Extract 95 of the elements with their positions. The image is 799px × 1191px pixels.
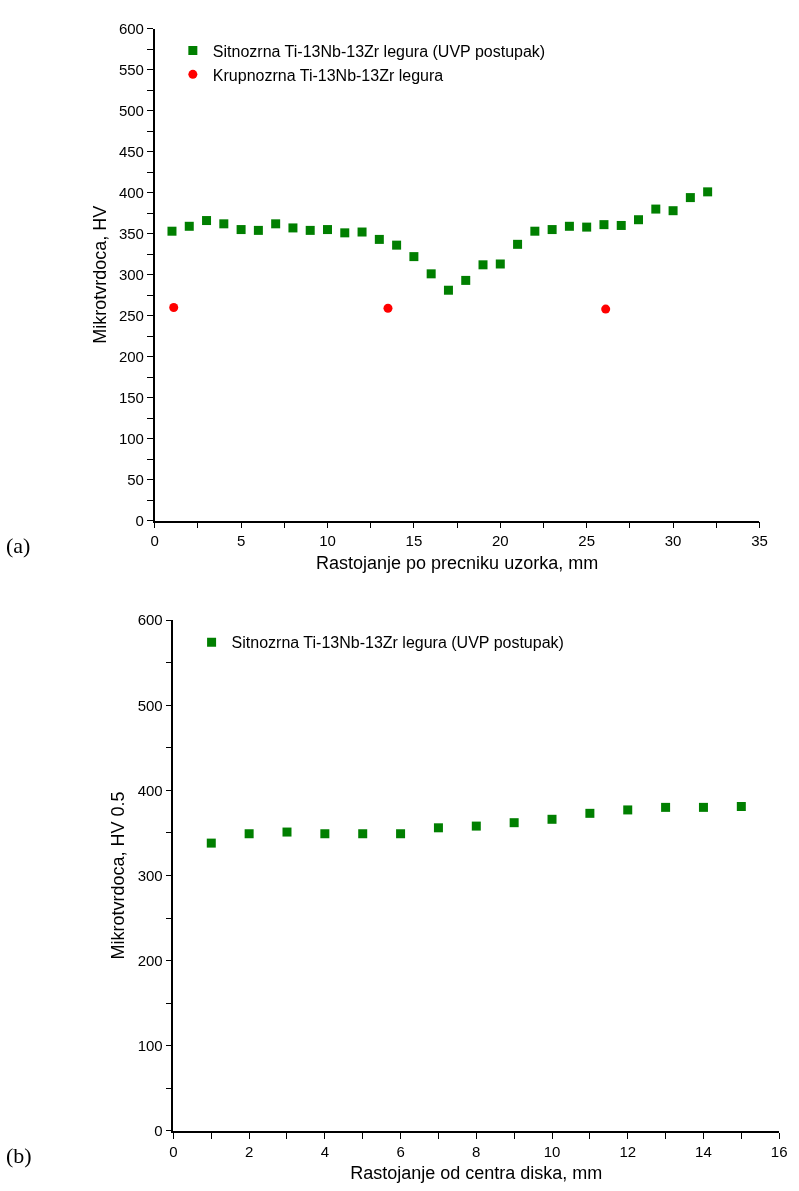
y-tick-label: 100 [137, 1036, 163, 1054]
text: (a) [6, 533, 31, 558]
point [634, 215, 644, 225]
point [396, 829, 406, 839]
y-tick-label: 150 [118, 388, 144, 406]
point [219, 219, 229, 229]
y-tick-label: 450 [118, 142, 144, 160]
x-tick-label: 2 [244, 1142, 254, 1160]
point [623, 805, 633, 815]
point [253, 225, 263, 235]
point [426, 269, 436, 279]
point [305, 225, 315, 235]
point [736, 802, 746, 812]
x-tick-label: 14 [695, 1142, 712, 1160]
x-tick-label: 15 [405, 532, 423, 550]
point [206, 838, 216, 848]
point [167, 226, 177, 236]
x-tick-label: 30 [664, 532, 682, 550]
point [685, 193, 695, 203]
x-tick-label: 0 [169, 1142, 178, 1160]
y-tick-label: 200 [118, 347, 144, 365]
point [564, 221, 574, 231]
point [288, 223, 298, 233]
point [443, 285, 453, 295]
x-tick-label: 4 [320, 1142, 330, 1160]
x-tick-label: 10 [319, 532, 336, 550]
point [340, 228, 350, 238]
point [703, 187, 713, 197]
point [547, 225, 557, 235]
y-axis-title: Mikrotvrdoca, HV 0.5 [108, 791, 129, 960]
point [392, 240, 402, 250]
y-tick-label: 0 [135, 511, 144, 529]
point [495, 259, 505, 269]
x-tick-label: 8 [472, 1142, 481, 1160]
point [651, 204, 661, 214]
point [513, 239, 523, 249]
point [582, 222, 592, 232]
point [409, 252, 419, 262]
point [478, 260, 488, 270]
x-tick-label: 10 [543, 1142, 561, 1160]
y-tick-label: 400 [137, 781, 163, 799]
point [202, 216, 212, 226]
y-tick-label: 500 [118, 101, 144, 119]
y-tick-label: 500 [137, 696, 163, 714]
y-tick-label: 300 [137, 866, 163, 884]
point [461, 275, 471, 285]
point [698, 802, 708, 812]
point [433, 823, 443, 833]
point [530, 226, 540, 236]
x-axis-title: Rastojanje po precniku uzorka, mm [316, 552, 599, 573]
y-tick-label: 600 [137, 611, 163, 629]
x-tick-label: 12 [619, 1142, 637, 1160]
y-tick-label: 50 [127, 470, 144, 488]
point [601, 304, 611, 314]
y-tick-label: 400 [118, 183, 144, 201]
point [358, 829, 368, 839]
point [471, 821, 481, 831]
point [282, 827, 292, 837]
x-tick-label: 20 [491, 532, 509, 550]
y-axis-title: Mikrotvrdoca, HV [89, 205, 110, 344]
y-tick-label: 550 [118, 60, 144, 78]
x-tick-label: 6 [396, 1142, 405, 1160]
point [320, 829, 330, 839]
x-tick-label: 35 [751, 532, 768, 550]
y-tick-label: 350 [118, 224, 144, 242]
point [668, 206, 678, 216]
point [599, 220, 609, 230]
y-tick-label: 300 [118, 265, 144, 283]
point [184, 221, 194, 231]
point [509, 818, 519, 828]
text: (b) [6, 1143, 32, 1168]
y-tick-label: 600 [118, 19, 144, 37]
point [661, 802, 671, 812]
x-tick-label: 25 [578, 532, 596, 550]
point [271, 219, 281, 229]
x-axis-title: Rastojanje od centra diska, mm [350, 1163, 603, 1184]
point [547, 814, 557, 824]
x-tick-label: 5 [236, 532, 246, 550]
point [585, 808, 595, 818]
y-tick-label: 250 [118, 306, 144, 324]
y-tick-label: 100 [118, 429, 144, 447]
point [244, 829, 254, 839]
legend-label: Sitnozrna Ti-13Nb-13Zr legura (UVP postupak) [212, 42, 546, 60]
y-tick-label: 0 [154, 1122, 163, 1140]
legend-label: Krupnozrna Ti-13Nb-13Zr legura [212, 66, 444, 84]
y-tick-label: 200 [137, 951, 163, 969]
legend-label: Sitnozrna Ti-13Nb-13Zr legura (UVP postupak) [231, 634, 564, 652]
point [616, 220, 626, 230]
x-tick-label: 16 [770, 1142, 788, 1160]
point [322, 225, 332, 235]
point [383, 303, 393, 313]
point [357, 227, 367, 237]
point [169, 302, 179, 312]
point [374, 234, 384, 244]
point [236, 225, 246, 235]
